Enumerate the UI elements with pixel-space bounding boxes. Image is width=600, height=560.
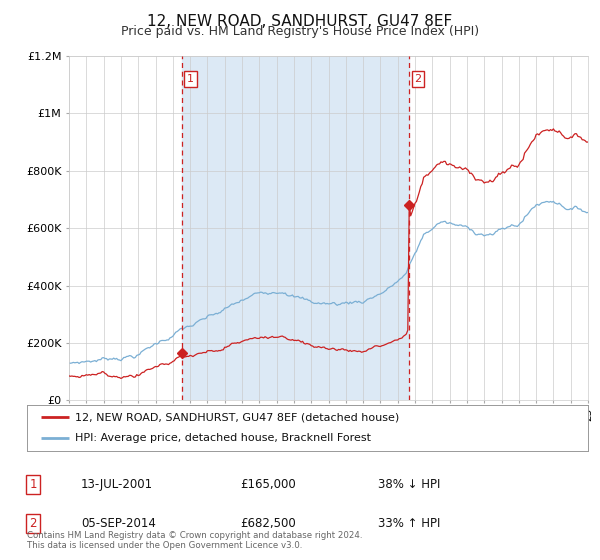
Text: 1: 1 (187, 74, 194, 84)
Bar (182, 56, 409, 400)
Text: Contains HM Land Registry data © Crown copyright and database right 2024.
This d: Contains HM Land Registry data © Crown c… (27, 530, 362, 550)
Text: £682,500: £682,500 (240, 517, 296, 530)
Text: 12, NEW ROAD, SANDHURST, GU47 8EF: 12, NEW ROAD, SANDHURST, GU47 8EF (148, 14, 452, 29)
Text: 38% ↓ HPI: 38% ↓ HPI (378, 478, 440, 491)
Text: HPI: Average price, detached house, Bracknell Forest: HPI: Average price, detached house, Brac… (74, 433, 371, 444)
Text: 12, NEW ROAD, SANDHURST, GU47 8EF (detached house): 12, NEW ROAD, SANDHURST, GU47 8EF (detac… (74, 412, 399, 422)
Text: Price paid vs. HM Land Registry's House Price Index (HPI): Price paid vs. HM Land Registry's House … (121, 25, 479, 38)
Text: 13-JUL-2001: 13-JUL-2001 (81, 478, 153, 491)
Text: 33% ↑ HPI: 33% ↑ HPI (378, 517, 440, 530)
Text: £165,000: £165,000 (240, 478, 296, 491)
Text: 2: 2 (415, 74, 422, 84)
Text: 05-SEP-2014: 05-SEP-2014 (81, 517, 156, 530)
Text: 2: 2 (29, 517, 37, 530)
Text: 1: 1 (29, 478, 37, 491)
